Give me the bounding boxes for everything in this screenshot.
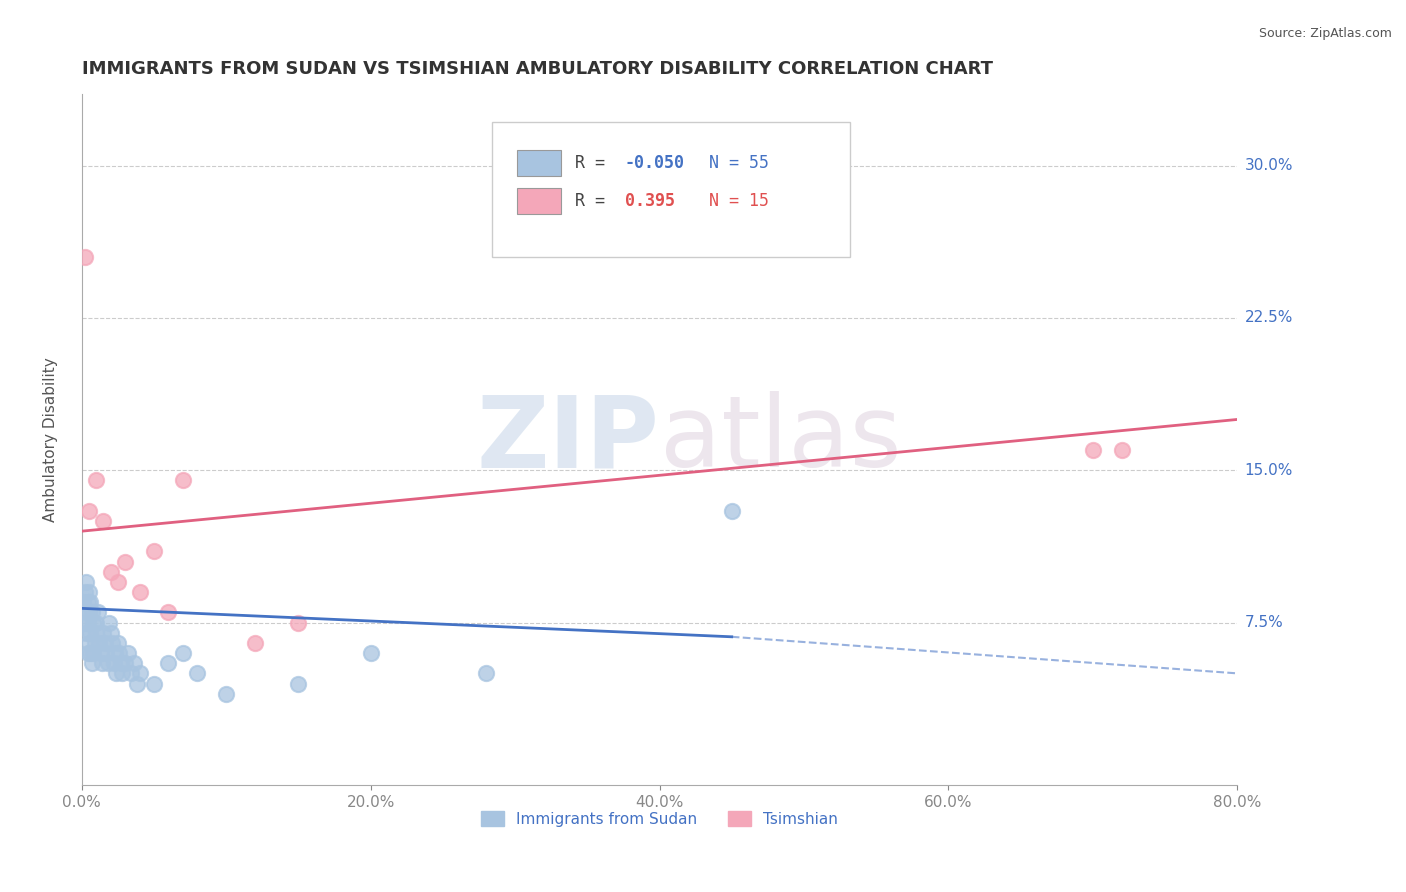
Point [93, 625, 115, 640]
Point [110, 657, 132, 671]
Point [105, 666, 128, 681]
Text: Source: ZipAtlas.com: Source: ZipAtlas.com [1258, 27, 1392, 40]
Point [80, 606, 103, 620]
Text: 22.5%: 22.5% [1244, 310, 1294, 326]
Point [73, 250, 96, 264]
Point [1081, 442, 1104, 457]
Point [82, 646, 104, 660]
Point [73, 615, 96, 630]
Point [83, 636, 105, 650]
Point [77, 504, 100, 518]
Text: -0.050: -0.050 [624, 153, 685, 172]
Point [720, 504, 742, 518]
Point [128, 585, 150, 599]
Point [73, 585, 96, 599]
Point [91, 657, 114, 671]
Point [76, 615, 98, 630]
Point [172, 646, 194, 660]
Point [157, 657, 180, 671]
Point [114, 555, 136, 569]
Point [96, 646, 118, 660]
Point [72, 595, 94, 609]
Point [97, 657, 120, 671]
Point [172, 474, 194, 488]
Point [103, 657, 125, 671]
Point [243, 636, 266, 650]
Point [76, 646, 98, 660]
Point [114, 657, 136, 671]
Point [122, 657, 145, 671]
Text: 7.5%: 7.5% [1244, 615, 1284, 630]
Point [76, 595, 98, 609]
Point [111, 666, 134, 681]
Point [101, 636, 124, 650]
Point [75, 625, 97, 640]
Y-axis label: Ambulatory Disability: Ambulatory Disability [44, 358, 58, 522]
FancyBboxPatch shape [492, 122, 851, 257]
Point [77, 606, 100, 620]
Point [79, 625, 101, 640]
Text: N = 15: N = 15 [709, 192, 769, 210]
Point [125, 676, 148, 690]
Point [77, 585, 100, 599]
Point [77, 636, 100, 650]
Point [215, 687, 238, 701]
Point [104, 646, 127, 660]
Text: IMMIGRANTS FROM SUDAN VS TSIMSHIAN AMBULATORY DISABILITY CORRELATION CHART: IMMIGRANTS FROM SUDAN VS TSIMSHIAN AMBUL… [82, 60, 993, 78]
Point [360, 646, 382, 660]
FancyBboxPatch shape [517, 150, 561, 176]
Point [86, 606, 108, 620]
Point [107, 574, 129, 589]
Point [107, 636, 129, 650]
Point [100, 625, 122, 640]
Point [108, 646, 131, 660]
Point [82, 615, 104, 630]
Point [128, 666, 150, 681]
Point [186, 666, 208, 681]
FancyBboxPatch shape [517, 187, 561, 214]
Point [120, 666, 142, 681]
Point [79, 646, 101, 660]
Point [142, 676, 165, 690]
Point [98, 615, 121, 630]
Point [475, 666, 498, 681]
Point [84, 474, 107, 488]
Point [94, 636, 117, 650]
Point [89, 646, 111, 660]
Point [75, 606, 97, 620]
Point [87, 636, 110, 650]
Text: ZIP: ZIP [477, 392, 659, 488]
Point [117, 646, 139, 660]
Point [84, 625, 107, 640]
Text: N = 55: N = 55 [709, 153, 769, 172]
Point [93, 514, 115, 528]
Point [79, 595, 101, 609]
Point [287, 676, 309, 690]
Point [157, 606, 180, 620]
Text: R =: R = [575, 192, 616, 210]
Point [142, 544, 165, 558]
Point [287, 615, 309, 630]
Point [75, 574, 97, 589]
Point [100, 565, 122, 579]
Text: R =: R = [575, 153, 616, 172]
Text: 0.395: 0.395 [624, 192, 675, 210]
Point [80, 657, 103, 671]
Text: atlas: atlas [659, 392, 901, 488]
Point [84, 615, 107, 630]
Point [1111, 442, 1133, 457]
Legend: Immigrants from Sudan, Tsimshian: Immigrants from Sudan, Tsimshian [475, 805, 844, 833]
Text: 30.0%: 30.0% [1244, 158, 1294, 173]
Text: 15.0%: 15.0% [1244, 463, 1294, 478]
